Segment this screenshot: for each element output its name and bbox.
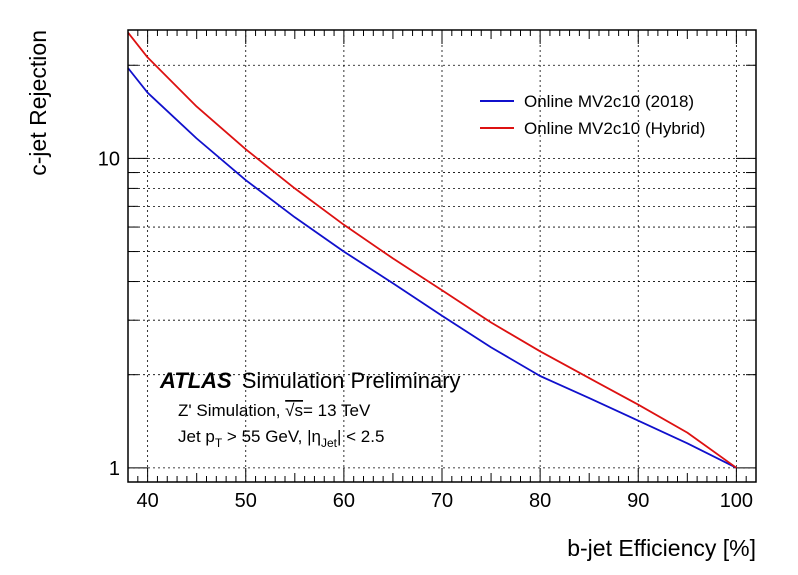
x-axis-label: b-jet Efficiency [%] [567,535,756,561]
grid-lines [128,30,756,482]
x-tick-label: 100 [720,490,753,512]
energy-line: Z' Simulation, √s= 13 TeV [178,401,371,420]
legend-label-2: Online MV2c10 (Hybrid) [524,119,705,138]
x-tick-label: 60 [333,490,355,512]
legend-label-1: Online MV2c10 (2018) [524,92,694,111]
y-tick-label: 1 [109,458,120,480]
x-tick-label: 40 [137,490,159,512]
atlas-suffix: Simulation Preliminary [242,368,461,393]
atlas-annotation: ATLAS Simulation Preliminary Z' Simulatio… [159,368,461,450]
atlas-label: ATLAS [159,368,232,393]
y-tick-label: 10 [98,148,120,170]
x-tick-label: 50 [235,490,257,512]
series-line-2 [127,32,737,469]
y-axis-label: c-jet Rejection [25,30,51,176]
x-tick-label: 90 [627,490,649,512]
plot-frame [127,29,757,483]
x-tick-label: 80 [529,490,551,512]
x-tick-label: 70 [431,490,453,512]
selection-line: Jet pT > 55 GeV, |ηJet| < 2.5 [178,427,384,450]
legend: Online MV2c10 (2018) Online MV2c10 (Hybri… [480,92,705,138]
series-line-1 [127,67,737,469]
series-lines [127,32,737,469]
